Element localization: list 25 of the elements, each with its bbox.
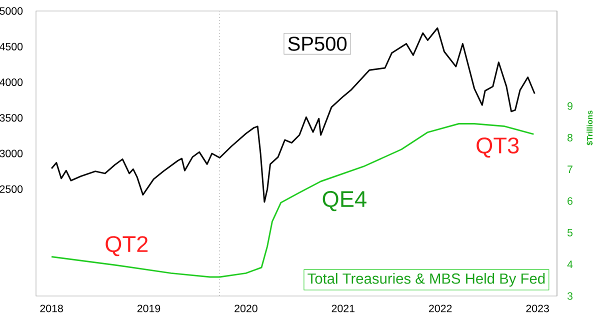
x-tick-label: 2020	[234, 304, 258, 312]
x-tick-label: 2019	[137, 304, 160, 312]
x-tick-label: 2021	[332, 304, 354, 312]
y-tick-label: 4000	[0, 78, 23, 86]
annotation: QT3	[476, 137, 519, 158]
x-tick-label: 2022	[429, 304, 452, 312]
y-tick-label: 5000	[0, 7, 23, 15]
y2-tick-label: 7	[568, 166, 572, 174]
y2-tick-label: 8	[568, 134, 572, 142]
annotation: QE4	[322, 191, 366, 212]
y2-tick-label: 9	[568, 102, 572, 110]
y-tick-label: 2500	[0, 185, 23, 193]
y-tick-label: 4500	[0, 42, 23, 50]
series-label: SP500	[288, 36, 347, 51]
y2-tick-label: 4	[567, 260, 573, 268]
x-tick-label: 2018	[40, 304, 63, 312]
y-tick-label: 3500	[0, 114, 23, 122]
y2-tick-label: 5	[567, 228, 573, 236]
y2-tick-label: 3	[567, 292, 572, 300]
x-tick-label: 2023	[526, 304, 549, 312]
y-tick-label: 3000	[0, 150, 23, 158]
text: Total Treasuries & MBS Held By Fed	[308, 273, 545, 287]
y2-tick-label: 6	[568, 197, 572, 205]
annotation: QT2	[106, 236, 148, 256]
y2-axis-title: $Trillions	[586, 110, 594, 146]
